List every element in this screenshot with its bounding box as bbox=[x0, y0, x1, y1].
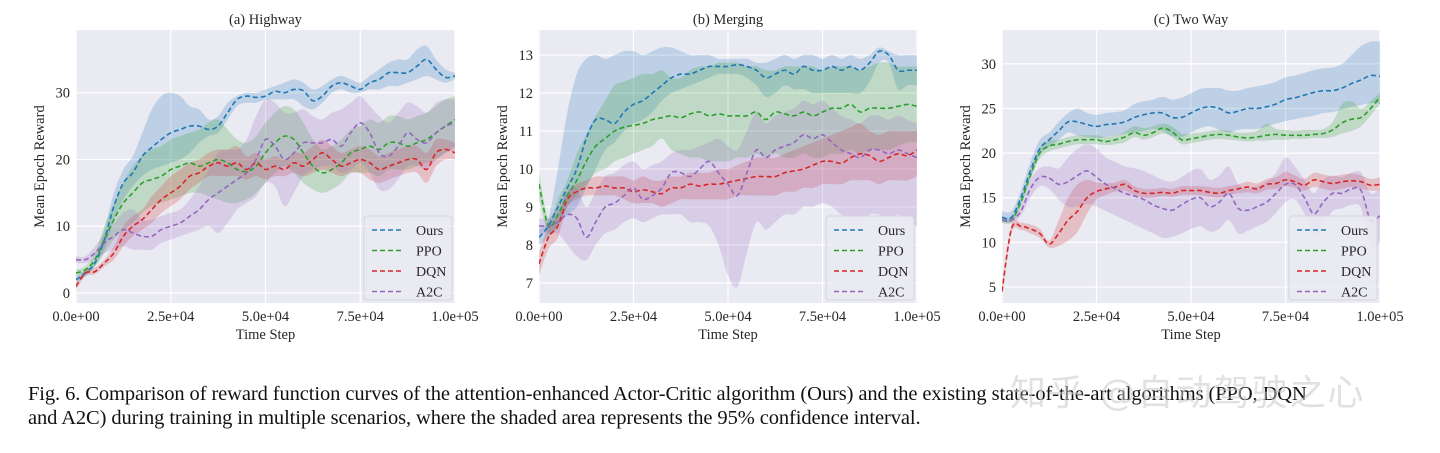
subplot-title: (a) Highway bbox=[229, 12, 303, 28]
subplot-title: (c) Two Way bbox=[1154, 12, 1229, 28]
y-tick-label: 10 bbox=[519, 162, 534, 178]
confidence-band-ours bbox=[539, 46, 917, 245]
confidence-band-a2c bbox=[76, 96, 455, 264]
caption-line-2: and A2C) during training in multiple sce… bbox=[28, 407, 921, 429]
y-tick-labels: 5 10 15 20 25 30 bbox=[982, 57, 997, 296]
x-tick-label: 2.5e+04 bbox=[1073, 309, 1121, 325]
x-tick-labels: 0.0e+00 2.5e+04 5.0e+04 7.5e+04 1.0e+05 bbox=[52, 309, 478, 325]
x-tick-labels: 0.0e+00 2.5e+04 5.0e+04 7.5e+04 1.0e+05 bbox=[978, 309, 1403, 325]
legend-label-dqn: DQN bbox=[416, 265, 446, 280]
x-tick-label: 5.0e+04 bbox=[704, 309, 752, 325]
y-tick-label: 20 bbox=[982, 146, 997, 162]
series-line-a2c bbox=[539, 133, 917, 239]
legend-label-ppo: PPO bbox=[878, 245, 904, 260]
y-tick-label: 12 bbox=[519, 86, 534, 102]
y-tick-label: 0 bbox=[63, 286, 70, 302]
confidence-band-a2c bbox=[539, 100, 917, 288]
x-tick-label: 2.5e+04 bbox=[610, 309, 658, 325]
legend: Ours PPO DQN A2C bbox=[363, 215, 453, 301]
x-axis-label: Time Step bbox=[236, 327, 296, 343]
legend-box bbox=[363, 215, 453, 301]
y-tick-label: 30 bbox=[982, 57, 997, 73]
series-lines bbox=[76, 58, 455, 287]
x-tick-label: 1.0e+05 bbox=[1356, 309, 1403, 325]
x-tick-label: 5.0e+04 bbox=[242, 309, 290, 325]
x-tick-label: 1.0e+05 bbox=[893, 309, 940, 325]
x-tick-label: 0.0e+00 bbox=[515, 309, 562, 325]
y-axis-label: Mean Epoch Reward bbox=[32, 105, 48, 228]
legend-label-ours: Ours bbox=[416, 224, 443, 239]
series-line-dqn bbox=[76, 148, 455, 287]
series-line-dqn bbox=[539, 149, 917, 265]
x-tick-label: 5.0e+04 bbox=[1167, 309, 1215, 325]
series-lines bbox=[539, 50, 917, 265]
x-tick-label: 0.0e+00 bbox=[52, 309, 99, 325]
y-tick-label: 20 bbox=[56, 152, 71, 168]
confidence-band-ours bbox=[1002, 41, 1380, 223]
subplot-title: (b) Merging bbox=[693, 12, 763, 28]
series-line-ours bbox=[1002, 74, 1380, 220]
y-tick-label: 25 bbox=[982, 102, 997, 118]
y-tick-label: 13 bbox=[519, 48, 534, 64]
series-line-dqn bbox=[1002, 178, 1380, 292]
caption-line-1: Fig. 6. Comparison of reward function cu… bbox=[28, 383, 1307, 405]
legend-label-a2c: A2C bbox=[416, 286, 442, 301]
confidence-bands bbox=[76, 45, 455, 290]
confidence-bands bbox=[1002, 41, 1380, 296]
legend-label-a2c: A2C bbox=[878, 286, 904, 301]
y-tick-label: 10 bbox=[982, 235, 997, 251]
legend-label-ppo: PPO bbox=[416, 245, 442, 260]
confidence-band-ppo bbox=[1002, 92, 1380, 224]
x-tick-labels: 0.0e+00 2.5e+04 5.0e+04 7.5e+04 1.0e+05 bbox=[515, 309, 940, 325]
series-line-ours bbox=[539, 50, 917, 238]
x-tick-label: 2.5e+04 bbox=[147, 309, 195, 325]
confidence-band-a2c bbox=[1002, 144, 1380, 249]
y-tick-label: 30 bbox=[56, 86, 71, 102]
subplot-merging: (b) Merging 7 8 9 10 11 12 13 0.0e+00 2.5e+04 5.… bbox=[495, 12, 941, 343]
x-tick-label: 7.5e+04 bbox=[799, 309, 847, 325]
x-tick-label: 7.5e+04 bbox=[1262, 309, 1310, 325]
series-line-ppo bbox=[1002, 96, 1380, 223]
y-tick-label: 10 bbox=[56, 219, 71, 235]
legend-box bbox=[1288, 215, 1378, 301]
legend-label-ours: Ours bbox=[1341, 224, 1368, 239]
x-axis-label: Time Step bbox=[1161, 327, 1221, 343]
legend-label-ppo: PPO bbox=[1341, 245, 1367, 260]
y-tick-label: 7 bbox=[526, 276, 533, 292]
legend-label-a2c: A2C bbox=[1341, 286, 1367, 301]
legend-label-dqn: DQN bbox=[878, 265, 908, 280]
confidence-band-ppo bbox=[76, 96, 455, 277]
figure-caption: Fig. 6. Comparison of reward function cu… bbox=[28, 382, 1428, 430]
series-line-ppo bbox=[539, 103, 917, 228]
y-tick-label: 15 bbox=[982, 191, 997, 207]
confidence-band-dqn bbox=[1002, 171, 1380, 296]
series-line-a2c bbox=[76, 121, 455, 261]
y-tick-labels: 0 10 20 30 bbox=[56, 86, 71, 302]
confidence-band-ours bbox=[76, 45, 455, 283]
legend: Ours PPO DQN A2C bbox=[1288, 215, 1378, 301]
legend-label-dqn: DQN bbox=[1341, 265, 1371, 280]
y-tick-label: 8 bbox=[526, 238, 533, 254]
y-tick-labels: 7 8 9 10 11 12 13 bbox=[519, 48, 534, 292]
figure-canvas: (a) Highway 0 10 20 30 0.0e+00 2.5e+04 5.0e+0… bbox=[32, 12, 1404, 343]
legend-box bbox=[825, 215, 915, 301]
legend: Ours PPO DQN A2C bbox=[825, 215, 915, 301]
x-tick-label: 1.0e+05 bbox=[431, 309, 478, 325]
series-line-ours bbox=[76, 58, 455, 281]
y-axis-label: Mean Epoch Reward bbox=[958, 105, 974, 228]
x-tick-label: 0.0e+00 bbox=[978, 309, 1025, 325]
y-tick-label: 5 bbox=[989, 280, 996, 296]
x-tick-label: 7.5e+04 bbox=[337, 309, 385, 325]
y-tick-label: 9 bbox=[526, 200, 533, 216]
series-line-ppo bbox=[76, 118, 455, 274]
subplot-highway: (a) Highway 0 10 20 30 0.0e+00 2.5e+04 5.0e+0… bbox=[32, 12, 479, 343]
x-axis-label: Time Step bbox=[698, 327, 758, 343]
y-tick-label: 11 bbox=[519, 124, 533, 140]
subplot-two-way: (c) Two Way 5 10 15 20 25 30 0.0e+00 2.5e+04 5.… bbox=[958, 12, 1404, 343]
confidence-band-dqn bbox=[76, 138, 455, 290]
legend-label-ours: Ours bbox=[878, 224, 905, 239]
y-axis-label: Mean Epoch Reward bbox=[495, 105, 511, 228]
series-line-a2c bbox=[1002, 170, 1380, 222]
series-lines bbox=[1002, 74, 1380, 292]
